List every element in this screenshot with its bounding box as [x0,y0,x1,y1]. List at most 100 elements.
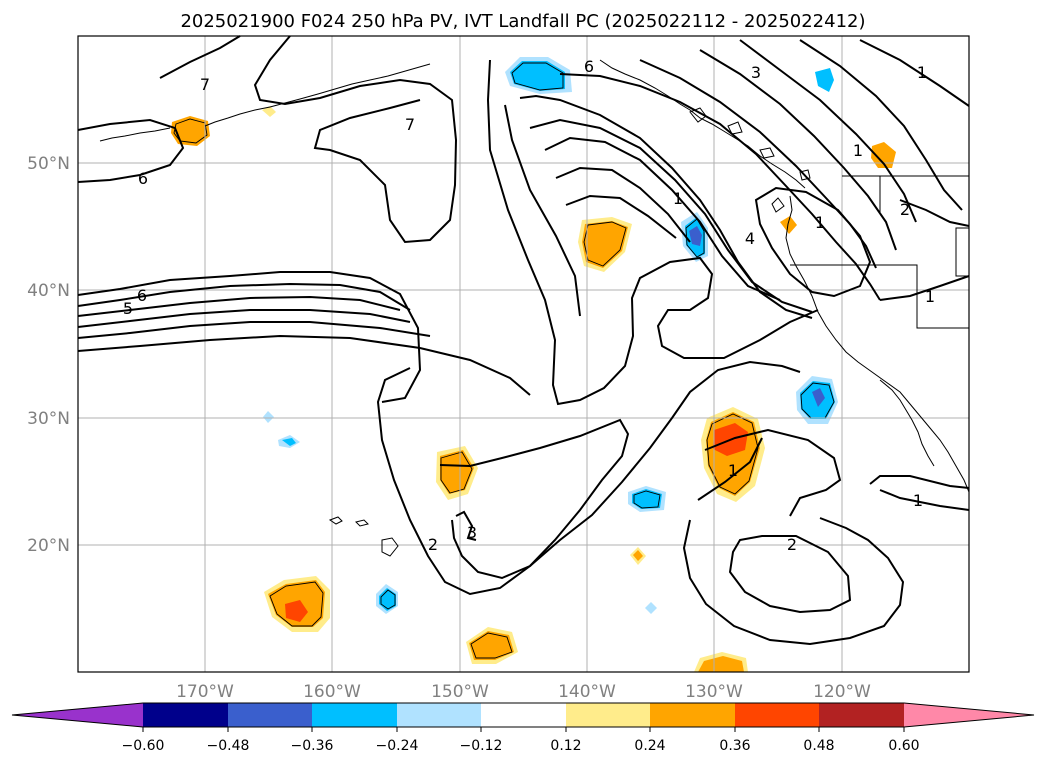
colorbar-segment [397,703,481,727]
north-america-coast [785,195,970,493]
contour-line [899,199,970,227]
contour-line [519,94,813,319]
contour-line [879,275,970,301]
contour-line [529,118,813,313]
colorbar-segment [312,703,397,727]
lon-tick-label: 150°W [431,682,489,702]
lon-tick-label: 130°W [685,682,743,702]
lon-tick-label: 160°W [303,682,361,702]
colorbar-tick-label: −0.60 [122,738,165,754]
contour-label: 6 [137,286,147,305]
colorbar-segment [819,703,904,727]
lat-tick-label: 30°N [27,409,70,429]
contour-label: 1 [728,461,738,480]
shade-blob [632,489,662,509]
contour-line [869,475,970,489]
chart-title: 2025021900 F024 250 hPa PV, IVT Landfall… [180,11,865,32]
colorbar-tick-label: 0.48 [803,738,834,754]
contour-line [77,282,411,311]
contour-label: 1 [673,189,683,208]
colorbar-segment [566,703,650,727]
contour-label: 7 [200,75,210,94]
contour-line [77,321,431,339]
shading-outlines [173,62,835,659]
colorbar-tick-label: 0.36 [719,738,750,754]
contour-line [754,186,872,298]
colorbar-tick-label: −0.24 [376,738,419,754]
colorbar-tick-label: −0.48 [207,738,250,754]
shade-blob [262,106,276,117]
contour-line [739,39,917,223]
map-background [78,36,969,672]
contour-label: 6 [584,57,594,76]
contour-line [77,295,401,317]
contour-labels: 7 7 6 6 6 5 1 1 1 1 1 1 1 2 2 2 3 3 4 [123,57,935,554]
lat-tick-label: 40°N [27,281,70,301]
shade-blob [282,438,296,446]
lon-tick-label: 140°W [558,682,616,702]
colorbar-segment [650,703,735,727]
contour-line [565,194,677,239]
lat-tick-label: 50°N [27,154,70,174]
contour-label: 4 [745,229,755,248]
shade-blob [510,61,565,91]
shade-blob [871,142,896,168]
shade-blob [582,221,628,268]
colorbar-ticks [142,727,905,732]
contour-line [697,437,763,501]
colorbar-segment [481,703,566,727]
contour-line [879,489,970,511]
hawaii-islands [328,516,399,557]
border-lines [790,175,970,329]
contour-line [253,35,458,244]
colorbar-tick-label: −0.36 [291,738,334,754]
coastlines [99,59,970,557]
contour-line [77,271,422,403]
colorbar-tick-label: −0.12 [460,738,503,754]
contour-line [77,118,185,183]
contour-label: 1 [917,63,927,82]
alaska-coast [599,59,806,189]
contour-line [682,517,905,646]
contour-label: 7 [405,115,415,134]
contour-line [439,418,630,580]
gridlines [78,36,969,672]
contour-label: 3 [751,63,761,82]
shade-blob [698,656,744,672]
colorbar-extend-high [904,703,1034,727]
shade-blob [285,600,308,622]
contour-line [728,535,852,614]
contour-line [544,136,781,301]
contour-line [486,59,819,406]
contour-label: 6 [138,169,148,188]
shade-blob [645,602,657,614]
contour-line [555,166,691,243]
contour-line [859,39,970,107]
contour-line [159,35,241,79]
contour-lines [77,35,970,646]
shade-blob [780,216,797,234]
shade-blob [689,226,702,246]
lon-tick-label: 120°W [813,682,871,702]
contour-label: 2 [900,200,910,219]
colorbar-segment [143,703,228,727]
contour-label: 2 [428,535,438,554]
colorbar-tick-label: 0.60 [888,738,919,754]
contour-line [699,49,897,251]
lat-tick-labels: 50°N 40°N 30°N 20°N [27,154,70,556]
colorbar-tick-label: 0.24 [634,738,665,754]
contour-label: 1 [853,141,863,160]
shade-blob [171,116,210,146]
contour-line [77,309,411,328]
shade-blob [812,388,825,407]
colorbar-segment [228,703,312,727]
shade-blob [440,450,474,494]
contour-label: 1 [913,491,923,510]
colorbar-extend-low [12,703,143,727]
shade-blob [633,550,643,561]
lat-tick-label: 20°N [27,536,70,556]
contour-line [504,104,581,317]
contour-label: 5 [123,299,133,318]
contour-label: 1 [815,213,825,232]
